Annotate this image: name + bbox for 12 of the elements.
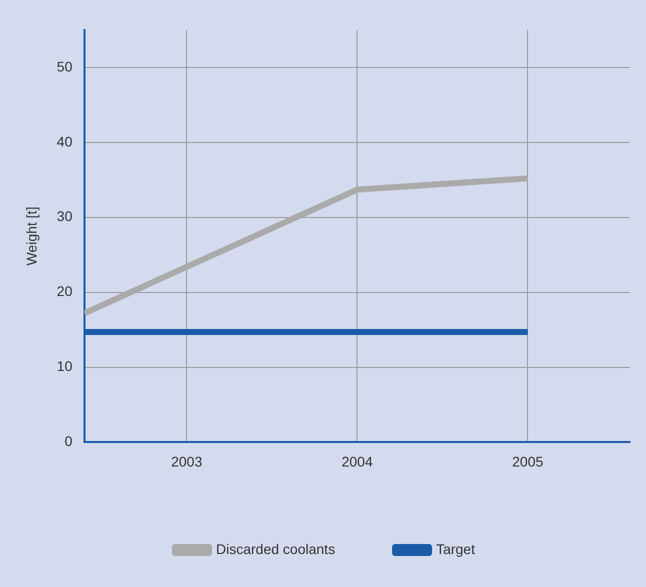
legend-label: Discarded coolants (216, 540, 336, 557)
y-tick-label: 20 (56, 283, 73, 300)
x-tick-label: 2005 (512, 453, 544, 470)
y-axis-title: Weight [t] (23, 206, 40, 266)
legend-label: Target (436, 540, 476, 557)
y-tick-label: 50 (56, 58, 73, 74)
y-tick-label: 30 (56, 208, 73, 224)
y-tick-label: 10 (56, 358, 73, 374)
y-tick-label: 0 (64, 433, 73, 450)
x-tick-label: 2003 (171, 453, 202, 470)
y-tick-label: 40 (56, 133, 73, 150)
x-tick-label: 2004 (342, 453, 373, 470)
